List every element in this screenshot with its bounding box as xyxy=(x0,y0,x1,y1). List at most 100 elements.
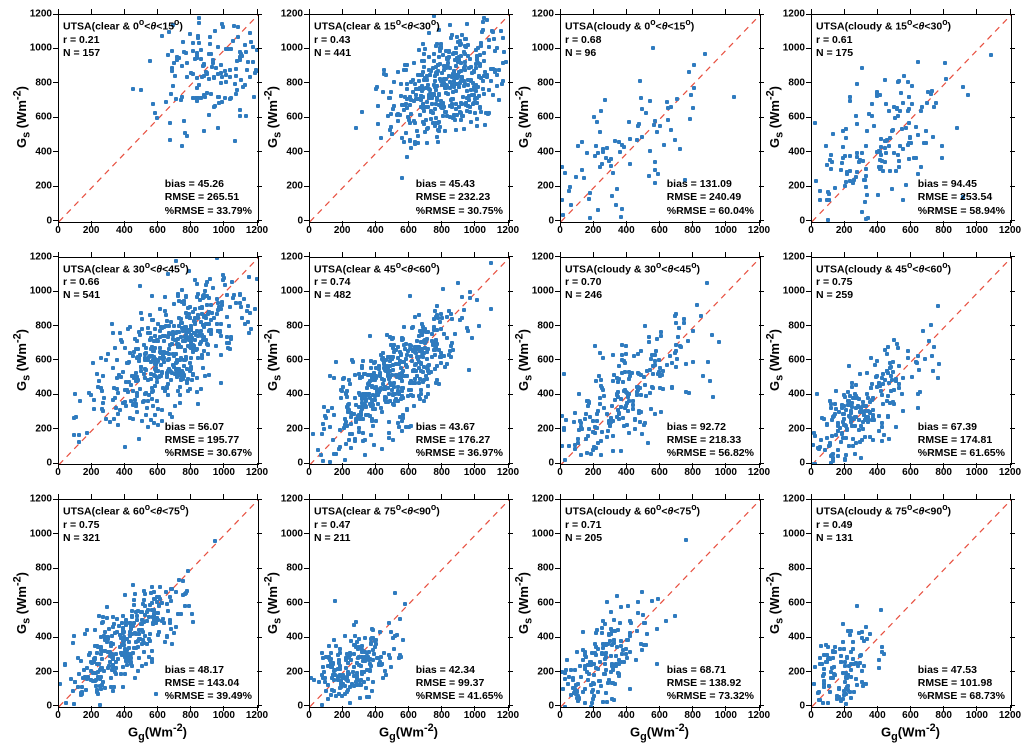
scatter-panel: 0200400600800100012000200400600800100012… xyxy=(261,253,512,496)
x-tick-label: 1000 xyxy=(464,225,486,236)
x-tick-label: 400 xyxy=(618,225,635,236)
y-tick-label: 1000 xyxy=(532,286,554,297)
x-tick-label: 0 xyxy=(55,710,61,721)
x-tick-label: 200 xyxy=(83,710,100,721)
x-tick-label: 200 xyxy=(585,467,602,478)
panel-stats-block: bias = 131.09RMSE = 240.49%RMSE = 60.04% xyxy=(667,178,754,217)
panel-stats-block: bias = 56.07RMSE = 195.77%RMSE = 30.67% xyxy=(165,421,252,460)
y-tick-label: 800 xyxy=(537,320,554,331)
y-tick-label: 800 xyxy=(35,320,52,331)
x-tick-label: 1200 xyxy=(999,467,1021,478)
x-tick-label: 1000 xyxy=(966,710,988,721)
x-tick-label: 400 xyxy=(869,225,886,236)
x-tick-label: 800 xyxy=(182,467,199,478)
y-tick-label: 1200 xyxy=(30,9,52,20)
x-tick-label: 800 xyxy=(433,225,450,236)
y-tick-label: 800 xyxy=(286,563,303,574)
x-tick-label: 800 xyxy=(433,467,450,478)
panel-title-block: UTSA(cloudy & 45o<θ<60o)r = 0.75N = 259 xyxy=(816,260,951,303)
x-tick-label: 1000 xyxy=(715,710,737,721)
y-tick-label: 800 xyxy=(788,77,805,88)
x-tick-label: 400 xyxy=(618,467,635,478)
y-tick-label: 0 xyxy=(548,458,554,469)
scatter-panel: 0200400600800100012000200400600800100012… xyxy=(763,10,1014,253)
x-tick-label: 200 xyxy=(334,467,351,478)
x-tick-label: 600 xyxy=(902,225,919,236)
y-tick-label: 200 xyxy=(35,181,52,192)
y-tick-label: 600 xyxy=(35,354,52,365)
y-tick-label: 400 xyxy=(537,146,554,157)
x-tick-label: 800 xyxy=(182,710,199,721)
x-tick-label: 400 xyxy=(869,467,886,478)
x-axis-label: Gg(Wm-2) xyxy=(881,722,940,743)
y-tick-label: 400 xyxy=(286,389,303,400)
scatter-panel: 0200400600800100012000200400600800100012… xyxy=(512,495,763,738)
x-tick-label: 400 xyxy=(618,710,635,721)
y-tick-label: 600 xyxy=(537,112,554,123)
y-tick-label: 400 xyxy=(35,146,52,157)
y-tick-label: 1200 xyxy=(30,494,52,505)
y-tick-label: 1000 xyxy=(281,528,303,539)
x-tick-label: 800 xyxy=(684,225,701,236)
x-tick-label: 400 xyxy=(367,225,384,236)
y-tick-label: 600 xyxy=(286,112,303,123)
scatter-panel: 0200400600800100012000200400600800100012… xyxy=(10,495,261,738)
scatter-panel: 0200400600800100012000200400600800100012… xyxy=(763,495,1014,738)
y-tick-label: 200 xyxy=(35,666,52,677)
y-axis-label: Gs (Wm-2) xyxy=(514,329,535,391)
y-tick-label: 200 xyxy=(788,423,805,434)
x-tick-label: 0 xyxy=(557,225,563,236)
panel-stats-block: bias = 67.39RMSE = 174.81%RMSE = 61.65% xyxy=(918,421,1005,460)
x-axis-label: Gg(Wm-2) xyxy=(630,722,689,743)
x-tick-label: 0 xyxy=(808,710,814,721)
y-tick-label: 1200 xyxy=(281,9,303,20)
panel-title-block: UTSA(clear & 60o<θ<75o)r = 0.75N = 321 xyxy=(63,502,189,545)
y-tick-label: 1200 xyxy=(532,251,554,262)
y-tick-label: 0 xyxy=(799,458,805,469)
y-tick-label: 1200 xyxy=(281,494,303,505)
y-tick-label: 1000 xyxy=(281,43,303,54)
panel-title-block: UTSA(clear & 75o<θ<90o)r = 0.47N = 211 xyxy=(314,502,440,545)
scatter-panel: 0200400600800100012000200400600800100012… xyxy=(261,495,512,738)
x-tick-label: 1000 xyxy=(213,467,235,478)
x-tick-label: 1000 xyxy=(464,710,486,721)
y-tick-label: 1000 xyxy=(783,286,805,297)
y-tick-label: 0 xyxy=(46,700,52,711)
y-tick-label: 1200 xyxy=(783,9,805,20)
panel-stats-block: bias = 42.34RMSE = 99.37%RMSE = 41.65% xyxy=(416,664,503,703)
y-tick-label: 600 xyxy=(788,112,805,123)
x-tick-label: 400 xyxy=(869,710,886,721)
y-tick-label: 0 xyxy=(548,215,554,226)
y-tick-label: 400 xyxy=(286,146,303,157)
panel-title-block: UTSA(clear & 0o<θ<15o)r = 0.21N = 157 xyxy=(63,17,183,60)
y-tick-label: 600 xyxy=(788,354,805,365)
x-tick-label: 600 xyxy=(902,467,919,478)
y-tick-label: 200 xyxy=(286,423,303,434)
y-tick-label: 1200 xyxy=(532,9,554,20)
x-tick-label: 0 xyxy=(808,225,814,236)
scatter-panel: 0200400600800100012000200400600800100012… xyxy=(512,253,763,496)
y-tick-label: 400 xyxy=(35,632,52,643)
y-tick-label: 1200 xyxy=(30,251,52,262)
x-tick-label: 0 xyxy=(808,467,814,478)
y-axis-label: Gs (Wm-2) xyxy=(263,329,284,391)
x-tick-label: 1000 xyxy=(966,225,988,236)
y-tick-label: 0 xyxy=(799,700,805,711)
x-tick-label: 600 xyxy=(651,710,668,721)
x-tick-label: 1000 xyxy=(213,710,235,721)
x-tick-label: 0 xyxy=(557,710,563,721)
y-tick-label: 800 xyxy=(537,77,554,88)
y-tick-label: 200 xyxy=(788,181,805,192)
x-tick-label: 400 xyxy=(116,225,133,236)
y-tick-label: 600 xyxy=(35,597,52,608)
x-tick-label: 1000 xyxy=(966,467,988,478)
x-tick-label: 200 xyxy=(334,710,351,721)
x-axis-label: Gg(Wm-2) xyxy=(379,722,438,743)
scatter-panel: 0200400600800100012000200400600800100012… xyxy=(763,253,1014,496)
y-tick-label: 200 xyxy=(35,423,52,434)
x-tick-label: 200 xyxy=(836,467,853,478)
y-tick-label: 800 xyxy=(537,563,554,574)
x-tick-label: 600 xyxy=(400,710,417,721)
panel-stats-block: bias = 92.72RMSE = 218.33%RMSE = 56.82% xyxy=(667,421,754,460)
panel-title-block: UTSA(cloudy & 60o<θ<75o)r = 0.71N = 205 xyxy=(565,502,700,545)
